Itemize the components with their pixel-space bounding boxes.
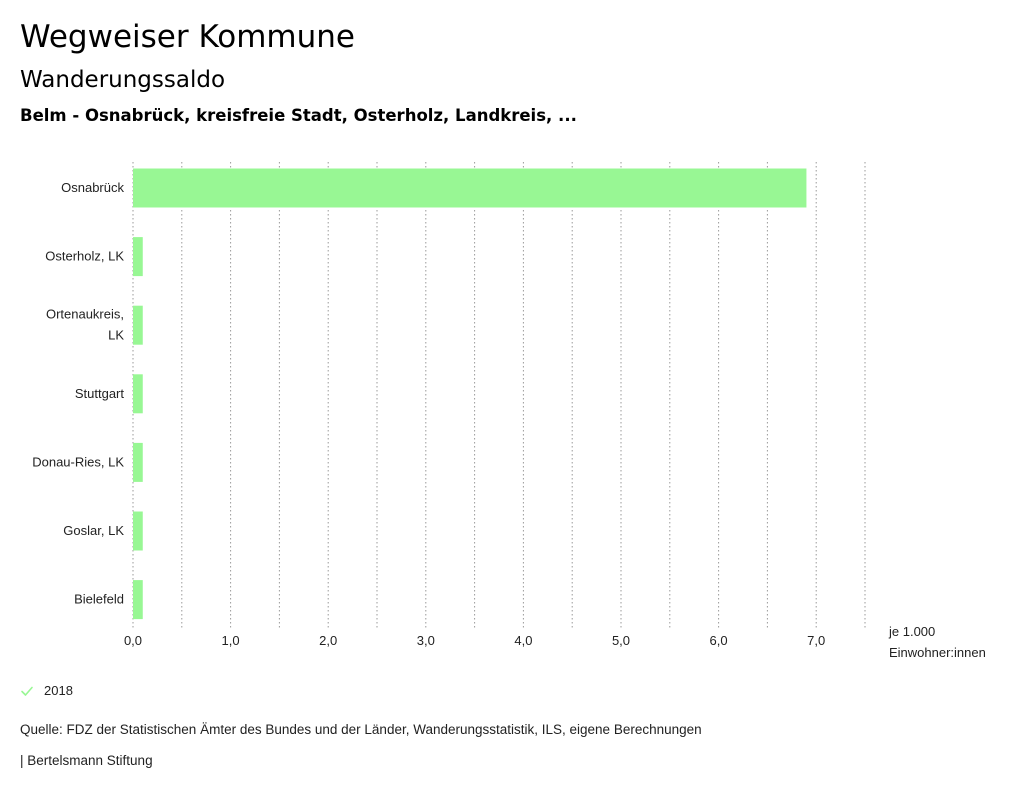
x-tick-label: 5,0 [612,633,630,648]
bar [133,580,143,620]
bar [133,305,143,345]
category-label: Bielefeld [74,592,124,607]
category-label: Goslar, LK [63,523,124,538]
chart-subtitle: Wanderungssaldo [20,67,226,93]
category-label: Osnabrück [61,180,124,195]
x-tick-label: 4,0 [514,633,532,648]
x-axis-unit-label: je 1.000 Einwohner:innen [889,621,986,663]
x-tick-label: 1,0 [222,633,240,648]
bar-chart: Osnabrück Osterholz, LK Ortenaukreis, LK Stu… [32,162,866,648]
source-note: Quelle: FDZ der Statistischen Ämter des … [20,722,702,737]
category-label: Donau-Ries, LK [32,454,124,469]
legend[interactable]: 2018 [20,683,73,698]
bar [133,168,807,208]
category-label: Stuttgart [75,386,125,401]
bar [133,237,143,277]
bar [133,511,143,551]
x-axis-unit-line-2: Einwohner:innen [889,645,986,660]
x-tick-label: 6,0 [710,633,728,648]
x-tick-label: 0,0 [124,633,142,648]
check-icon [21,686,33,696]
bar [133,442,143,482]
brand-note: | Bertelsmann Stiftung [20,753,153,768]
category-label: Osterholz, LK [45,249,124,264]
category-label: Ortenaukreis, LK [46,307,124,343]
x-axis-unit-line-1: je 1.000 [889,624,936,639]
legend-label: 2018 [44,683,73,698]
x-tick-label: 2,0 [319,633,337,648]
x-tick-label: 3,0 [417,633,435,648]
x-tick-label: 7,0 [807,633,825,648]
region-context: Belm - Osnabrück, kreisfreie Stadt, Oste… [20,106,577,125]
bar [133,374,143,414]
page-title: Wegweiser Kommune [20,19,355,55]
